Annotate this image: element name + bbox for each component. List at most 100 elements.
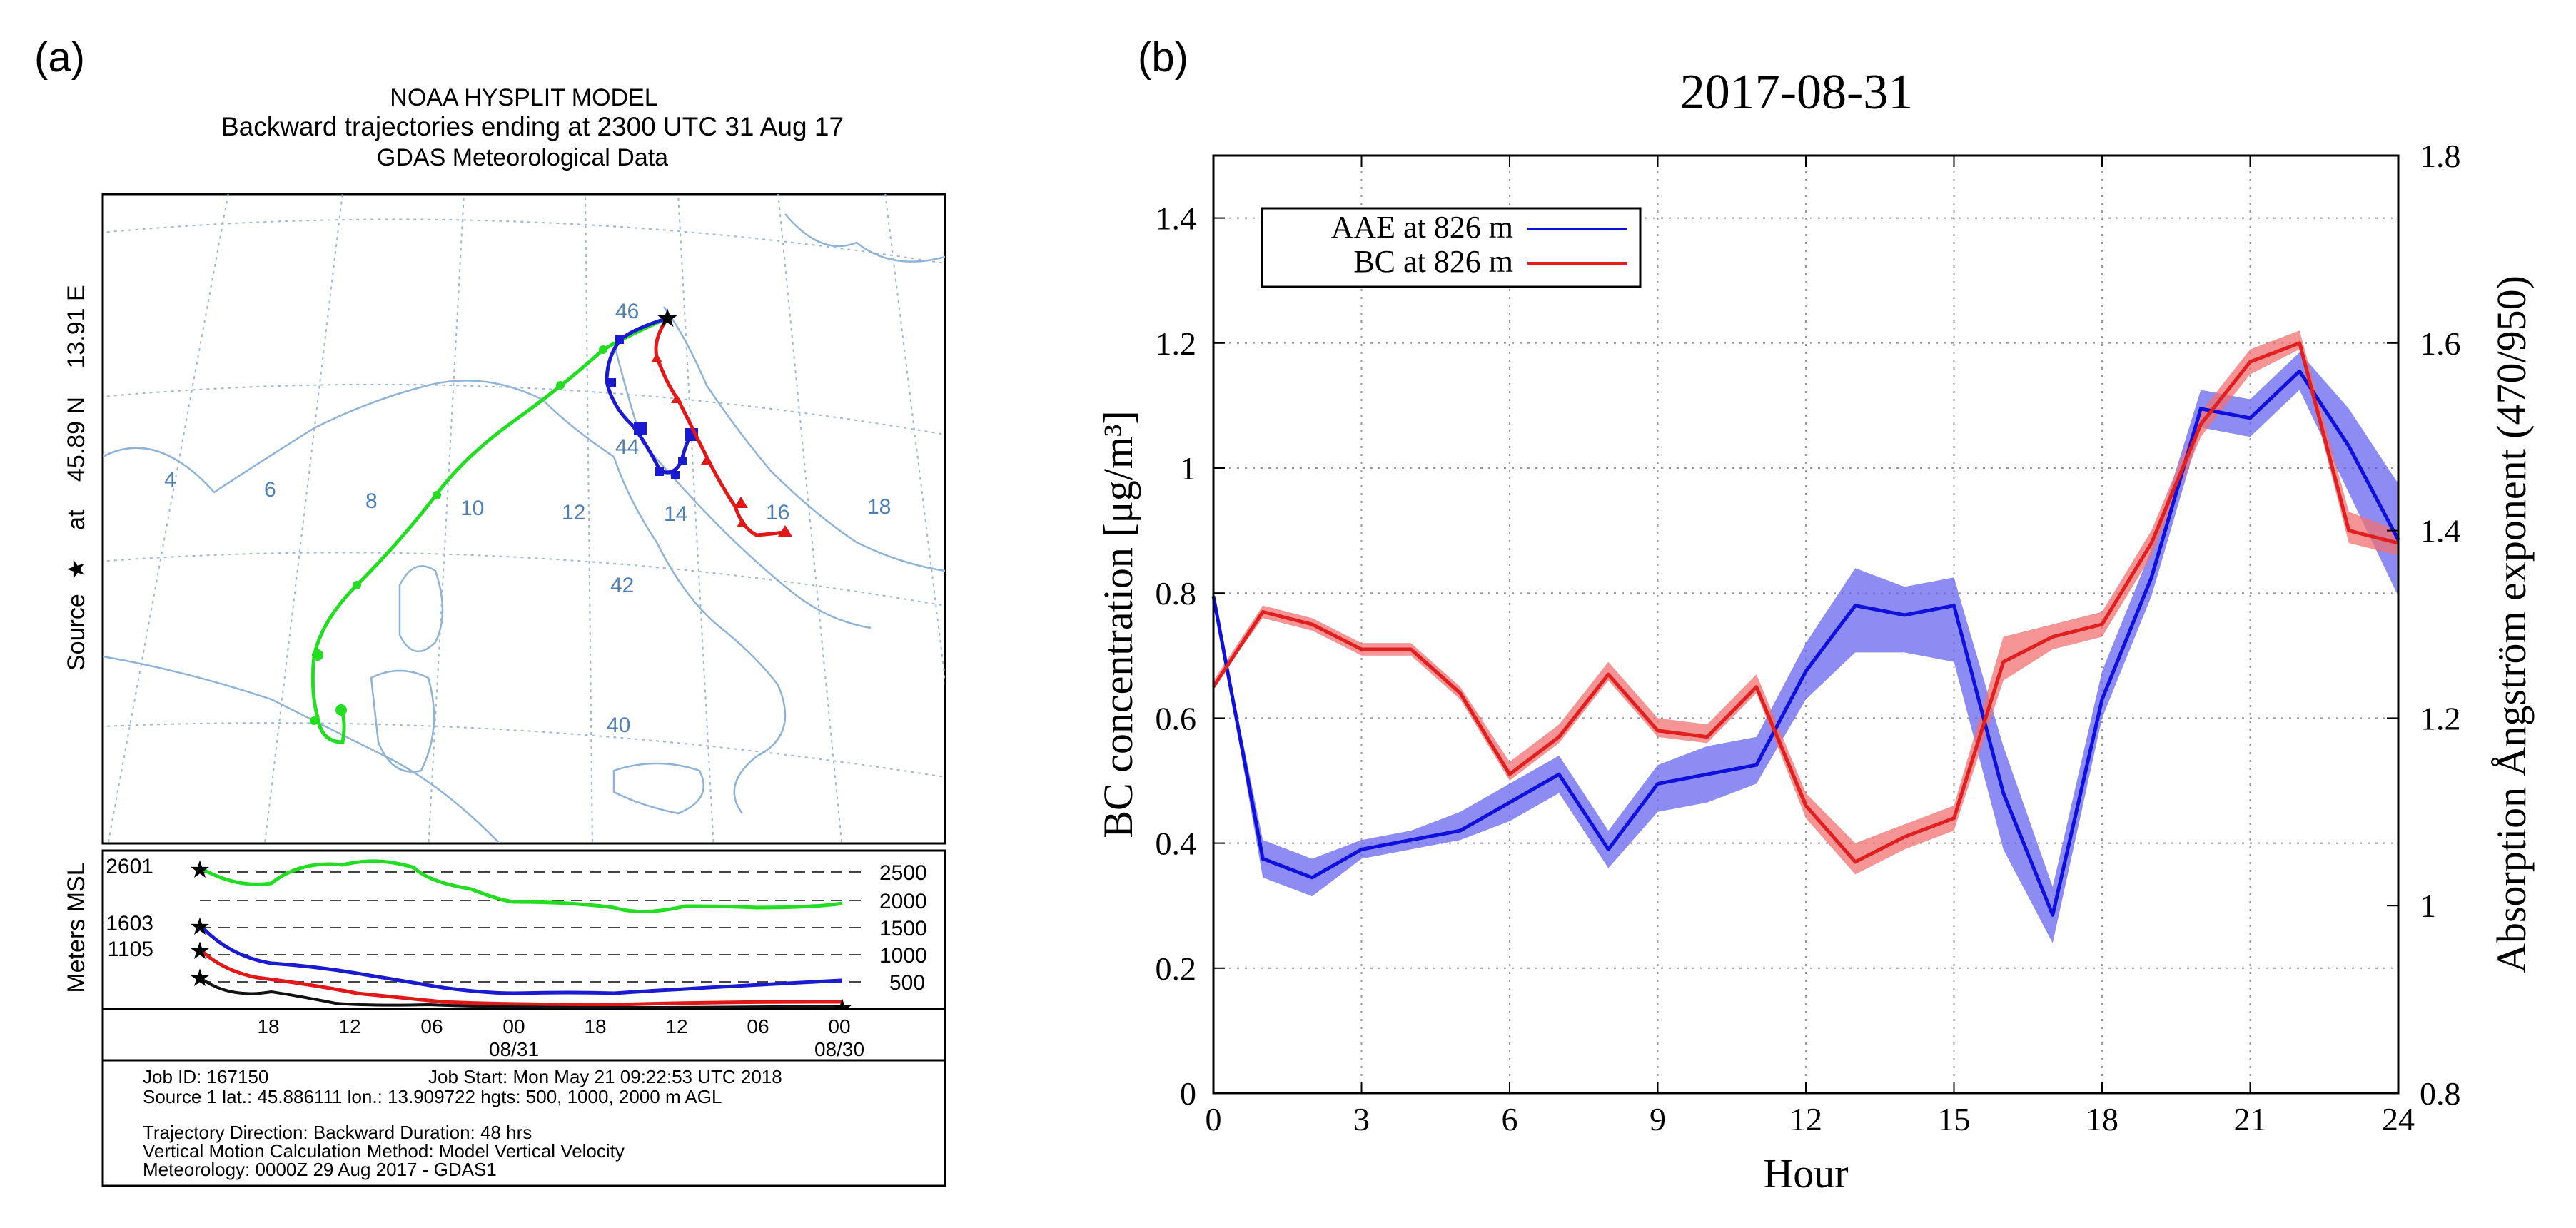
lon-label-4: 4: [164, 468, 176, 492]
svg-text:★: ★: [189, 856, 211, 883]
height-tick-1000: 1000: [879, 944, 927, 968]
height-tick-labels: 2500 2000 1500 1000 500: [879, 861, 927, 995]
height-profile-frame: [101, 849, 946, 1010]
y-left-tick-label: 0.8: [1156, 575, 1197, 612]
x-tick-label: 0: [1206, 1101, 1222, 1137]
time-tick-2: 12: [338, 1015, 360, 1037]
source-location-label: Source ★ at 45.89 N 13.91 E: [63, 285, 90, 671]
lat-label-40: 40: [607, 714, 630, 737]
time-tick-8: 00: [828, 1015, 850, 1037]
height-blue: [198, 923, 843, 995]
chart-title: 2017-08-31: [1680, 65, 1914, 120]
y-left-tick-label: 1.4: [1156, 201, 1197, 237]
y-right-axis-label: Absorption Ångström exponent (470/950): [2488, 275, 2535, 973]
time-axis-strip: [101, 1008, 946, 1062]
job-source: Source 1 lat.: 45.886111 lon.: 13.909722…: [143, 1086, 722, 1107]
trajectory-blue-markers: [607, 335, 698, 479]
svg-text:★: ★: [189, 913, 211, 940]
source-label-at: at: [63, 509, 90, 530]
job-meteorology: Meteorology: 0000Z 29 Aug 2017 - GDAS1: [143, 1159, 497, 1180]
trajectory-green-markers: [310, 345, 607, 725]
svg-text:★: ★: [189, 938, 211, 965]
y-right-axis-ticks: 0.8 1 1.2 1.4 1.6 1.8: [2387, 138, 2461, 1112]
height-tick-500: 500: [889, 971, 925, 995]
x-tick-label: 12: [1789, 1101, 1822, 1137]
height-tick-1500: 1500: [879, 917, 927, 940]
time-tick-1: 18: [257, 1015, 279, 1037]
y-left-tick-label: 0.4: [1156, 826, 1197, 862]
job-direction: Trajectory Direction: Backward Duration:…: [143, 1122, 532, 1143]
chart-series-lines: [1211, 341, 2400, 917]
y-left-tick-label: 1: [1180, 450, 1196, 487]
height-axis-label: Meters MSL: [63, 862, 90, 993]
y-right-tick-label: 0.8: [2420, 1075, 2461, 1112]
y-left-axis-label: BC concentration [μg/m³]: [1095, 410, 1141, 838]
y-left-tick-label: 0.2: [1156, 950, 1197, 987]
time-date-2: 08/30: [814, 1038, 864, 1060]
y-right-tick-label: 1.6: [2420, 325, 2461, 362]
legend-box: [1261, 207, 1642, 288]
y-left-tick-label: 0: [1180, 1075, 1196, 1112]
time-tick-3: 06: [420, 1015, 443, 1037]
height-tick-2000: 2000: [879, 890, 927, 913]
height-red: [198, 948, 843, 1007]
x-tick-label: 3: [1353, 1101, 1370, 1137]
start-height-labels: 2601 1603 1105: [106, 855, 153, 961]
lon-label-14: 14: [664, 502, 687, 526]
lon-label-6: 6: [264, 478, 276, 502]
y-right-tick-label: 1.8: [2420, 138, 2461, 174]
panel-b-chart: (b) 2017-08-31 0 3 6 9 12 15 18 21 24 0 0.2 0.4 0.6…: [1095, 34, 2535, 1197]
svg-text:★: ★: [189, 965, 211, 992]
svg-text:Source ★ at: Source ★ at 45.89 N 13.91 E: [63, 285, 90, 671]
legend-label-aae: AAE at 826 m: [1331, 210, 1513, 245]
series-line-aae: [1211, 369, 2400, 917]
chart-legend: AAE at 826 m BC at 826 m: [1261, 207, 1642, 288]
height-tick-2500: 2500: [879, 861, 927, 885]
source-label-prefix: Source: [63, 594, 90, 671]
trajectory-map: 4 6 8 10 12 14 16 18 46 44 42 40: [103, 194, 945, 843]
panel-b-label: (b): [1138, 34, 1188, 81]
chart-gridlines: [1213, 156, 2398, 1093]
panel-a-hysplit: (a) NOAA HYSPLIT MODEL Backward trajecto…: [34, 34, 946, 1187]
time-tick-6: 12: [665, 1015, 687, 1037]
y-right-tick-label: 1.2: [2420, 700, 2461, 736]
y-left-tick-label: 0.6: [1156, 700, 1197, 736]
map-coastlines: [103, 213, 945, 843]
job-start: Job Start: Mon May 21 09:22:53 UTC 2018: [428, 1066, 782, 1087]
trajectory-map-frame: [101, 193, 946, 845]
start-height-2601: 2601: [106, 855, 153, 878]
trajectory-red-markers: [651, 353, 792, 537]
source-star-marker: ★: [656, 303, 679, 333]
lat-label-46: 46: [615, 300, 639, 323]
x-axis-ticks: 0 3 6 9 12 15 18 21 24: [1206, 156, 2415, 1137]
x-tick-label: 21: [2234, 1101, 2267, 1137]
map-graticule: [103, 194, 945, 843]
x-axis-label: Hour: [1763, 1150, 1848, 1197]
source-label-lat: 45.89 N: [63, 397, 90, 482]
time-date-1: 08/31: [489, 1038, 539, 1060]
lat-label-44: 44: [615, 435, 639, 459]
job-id: Job ID: 167150: [143, 1066, 268, 1087]
hysplit-title-2: Backward trajectories ending at 2300 UTC…: [221, 112, 844, 141]
y-left-tick-label: 1.2: [1156, 325, 1197, 362]
panel-a-label: (a): [34, 34, 85, 81]
x-tick-label: 6: [1502, 1101, 1518, 1137]
time-tick-5: 18: [584, 1015, 606, 1037]
lat-label-42: 42: [610, 574, 634, 597]
time-tick-labels: 18 12 06 00 18 12 06 00 08/31 08/30: [257, 1015, 864, 1060]
start-height-1603: 1603: [106, 912, 153, 935]
job-info-text: Job ID: 167150 Job Start: Mon May 21 09:…: [143, 1066, 782, 1180]
lon-label-10: 10: [460, 497, 484, 520]
band-aae: [1213, 352, 2398, 943]
time-tick-4: 00: [502, 1015, 525, 1037]
y-right-tick-label: 1.4: [2420, 513, 2461, 549]
lon-label-12: 12: [562, 501, 585, 524]
source-label-lon: 13.91 E: [63, 285, 90, 368]
y-right-tick-label: 1: [2420, 888, 2436, 924]
start-height-1105: 1105: [107, 938, 153, 961]
job-info-box: [101, 1059, 946, 1187]
x-tick-label: 18: [2086, 1101, 2118, 1137]
series-line-bc: [1211, 341, 2399, 864]
trajectory-green: [310, 316, 668, 744]
